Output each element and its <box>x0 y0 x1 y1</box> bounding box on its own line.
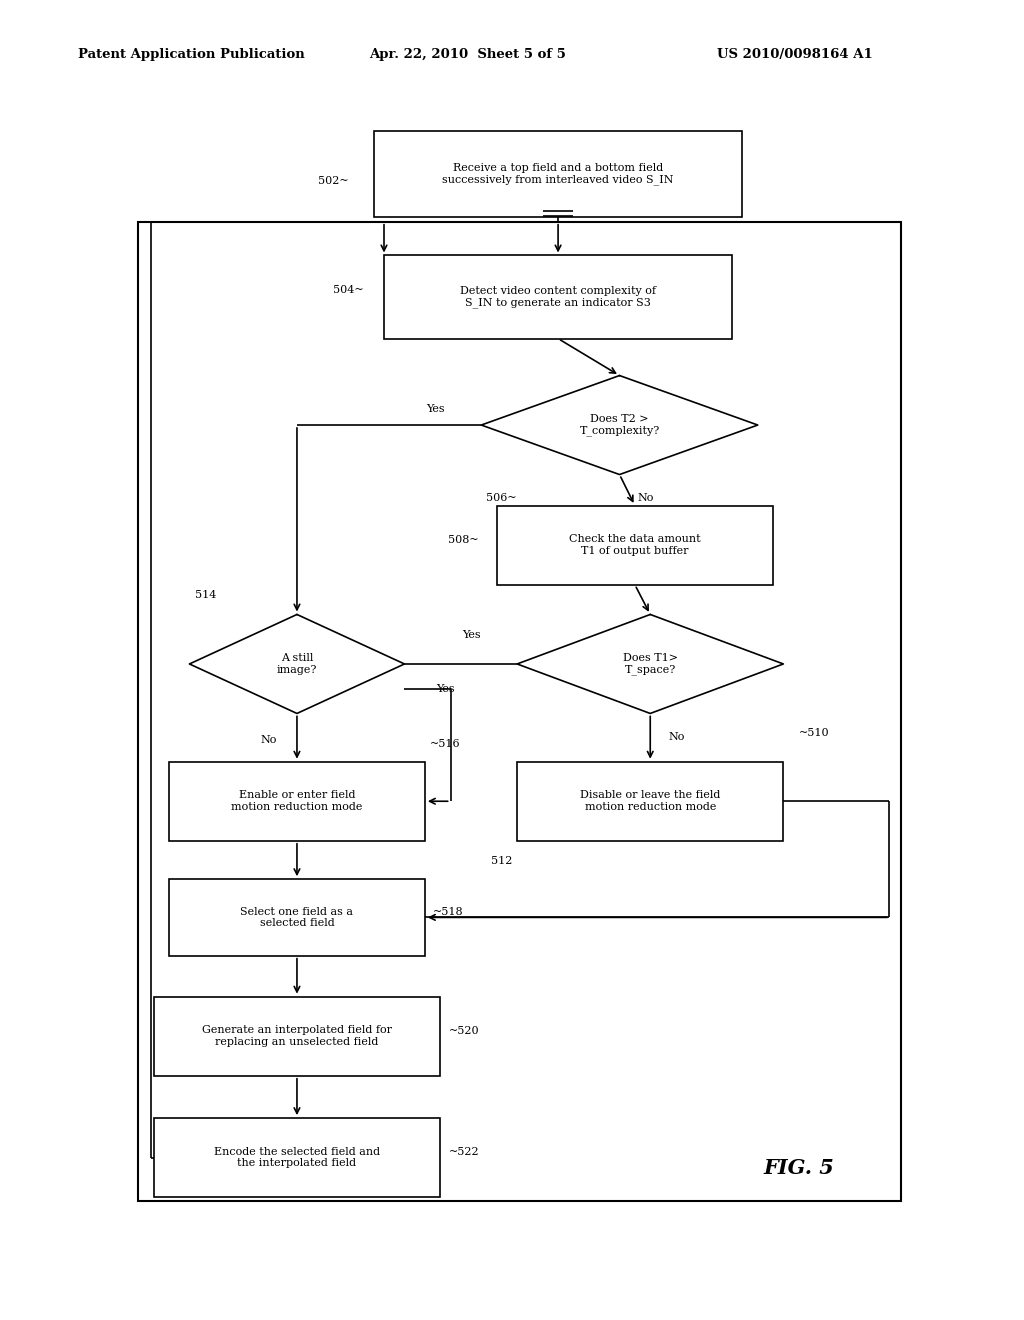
Text: Detect video content complexity of
S_IN to generate an indicator S3: Detect video content complexity of S_IN … <box>460 286 656 308</box>
Text: Apr. 22, 2010  Sheet 5 of 5: Apr. 22, 2010 Sheet 5 of 5 <box>369 48 565 61</box>
Text: Does T1>
T_space?: Does T1> T_space? <box>623 653 678 675</box>
Text: 504~: 504~ <box>333 285 364 296</box>
Text: Select one field as a
selected field: Select one field as a selected field <box>241 907 353 928</box>
Bar <box>169 879 425 956</box>
Text: Yes: Yes <box>426 404 444 414</box>
Text: FIG. 5: FIG. 5 <box>763 1158 835 1179</box>
Bar <box>384 256 732 338</box>
Text: ~518: ~518 <box>433 907 464 917</box>
Text: Yes: Yes <box>436 684 455 694</box>
Text: A still
image?: A still image? <box>276 653 317 675</box>
Text: ~516: ~516 <box>430 739 461 750</box>
Text: No: No <box>638 494 654 503</box>
Bar <box>497 506 773 585</box>
Bar <box>154 1118 440 1197</box>
Bar <box>517 762 783 841</box>
Text: 514: 514 <box>195 590 216 599</box>
Text: Disable or leave the field
motion reduction mode: Disable or leave the field motion reduct… <box>580 791 721 812</box>
Text: Generate an interpolated field for
replacing an unselected field: Generate an interpolated field for repla… <box>202 1026 392 1047</box>
Text: US 2010/0098164 A1: US 2010/0098164 A1 <box>717 48 872 61</box>
Text: Receive a top field and a bottom field
successively from interleaved video S_IN: Receive a top field and a bottom field s… <box>442 164 674 185</box>
Text: Encode the selected field and
the interpolated field: Encode the selected field and the interp… <box>214 1147 380 1168</box>
Text: Does T2 >
T_complexity?: Does T2 > T_complexity? <box>580 414 659 436</box>
Text: ~522: ~522 <box>449 1147 479 1158</box>
Bar <box>374 131 742 216</box>
Text: Patent Application Publication: Patent Application Publication <box>78 48 304 61</box>
Text: 508~: 508~ <box>447 535 478 545</box>
Text: 506~: 506~ <box>486 494 517 503</box>
Text: No: No <box>669 733 685 742</box>
Text: ~510: ~510 <box>799 729 829 738</box>
Bar <box>169 762 425 841</box>
Text: Check the data amount
T1 of output buffer: Check the data amount T1 of output buffe… <box>569 535 700 556</box>
Text: ~520: ~520 <box>449 1026 479 1036</box>
Text: Enable or enter field
motion reduction mode: Enable or enter field motion reduction m… <box>231 791 362 812</box>
Text: 512: 512 <box>490 855 512 866</box>
Bar <box>138 222 901 1201</box>
Text: 502~: 502~ <box>317 176 348 186</box>
Text: No: No <box>260 735 276 744</box>
Text: Yes: Yes <box>462 630 480 640</box>
Bar <box>154 997 440 1076</box>
